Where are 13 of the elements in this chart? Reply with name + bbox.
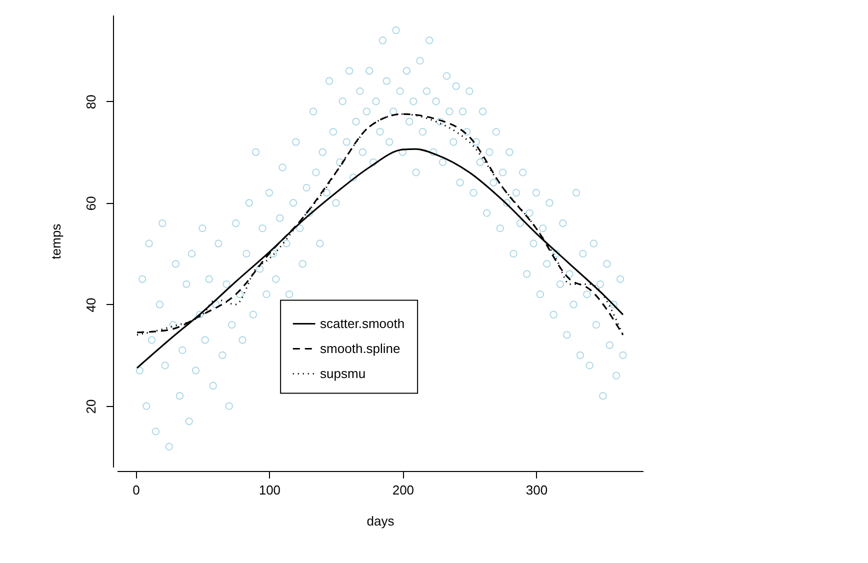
y-tick-label: 60: [84, 196, 98, 211]
y-tick-label: 20: [84, 399, 98, 414]
legend-label: smooth.spline: [320, 340, 400, 356]
x-tick-label: 200: [392, 482, 414, 498]
legend-label: scatter.smooth: [320, 316, 405, 331]
x-tick-label: 100: [258, 482, 281, 498]
y-tick-label: 40: [84, 298, 98, 312]
y-axis-title: temps: [48, 223, 64, 260]
x-tick-label: 0: [132, 482, 140, 498]
x-axis-title: days: [366, 514, 395, 528]
x-tick-label: 300: [526, 482, 548, 498]
legend-label: supsmu: [320, 366, 366, 381]
y-tick-label: 80: [84, 94, 98, 110]
